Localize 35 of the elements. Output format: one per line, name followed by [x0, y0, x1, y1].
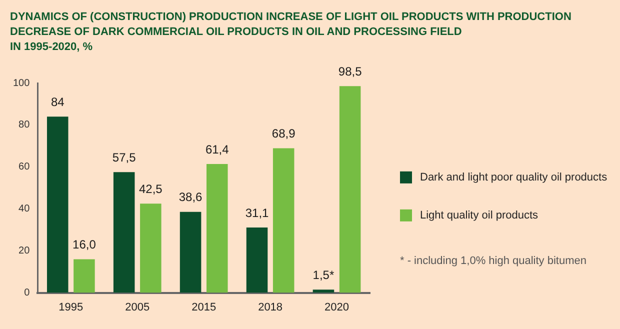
- data-label: 31,1: [245, 206, 270, 220]
- y-tick-label: 100: [12, 78, 30, 89]
- data-label: 84: [50, 94, 65, 109]
- x-tick-label: 2015: [192, 301, 216, 314]
- x-tick-label: 2018: [258, 301, 283, 314]
- chart-title: DYNAMICS OF (CONSTRUCTION) PRODUCTION INCREASE OF LIGHT OIL PRODUCTS WITH PRODUCTION DECREASE OF DARK COMMERCIAL OIL PRODUCTS IN OIL AND PROCESSING FIELD IN 1995-2020, %: [9, 10, 572, 55]
- data-label: 68,9: [272, 126, 296, 141]
- legend-label: Light quality oil products: [420, 209, 539, 222]
- bar: [246, 228, 268, 293]
- x-tick-label: 2020: [324, 301, 350, 314]
- data-label: 98,5: [338, 64, 362, 78]
- data-label: 57,5: [112, 150, 136, 164]
- data-label: 42,5: [138, 182, 163, 196]
- bar: [339, 86, 361, 293]
- bar: [312, 290, 334, 293]
- data-label: 16,0: [72, 238, 96, 252]
- y-tick-label: 20: [18, 246, 30, 257]
- data-label: 1,5*: [312, 268, 334, 282]
- x-tick-label: 1995: [58, 301, 84, 314]
- y-tick-label: 0: [24, 288, 30, 299]
- bar: [46, 116, 68, 293]
- y-tick-label: 60: [18, 162, 30, 173]
- bar: [140, 204, 162, 293]
- bar: [180, 212, 202, 293]
- bar: [272, 148, 294, 293]
- legend-label: Dark and light poor quality oil products: [420, 171, 608, 184]
- data-label: 38,6: [178, 190, 203, 204]
- data-label: 61,4: [205, 142, 230, 156]
- bar: [113, 172, 135, 293]
- x-tick-label: 2005: [125, 301, 150, 314]
- text: * - including 1,0% high quality bitumen: [400, 254, 587, 267]
- bar: [206, 164, 228, 293]
- bar: [74, 259, 95, 293]
- y-tick-label: 80: [18, 120, 30, 131]
- y-tick-label: 40: [18, 204, 30, 215]
